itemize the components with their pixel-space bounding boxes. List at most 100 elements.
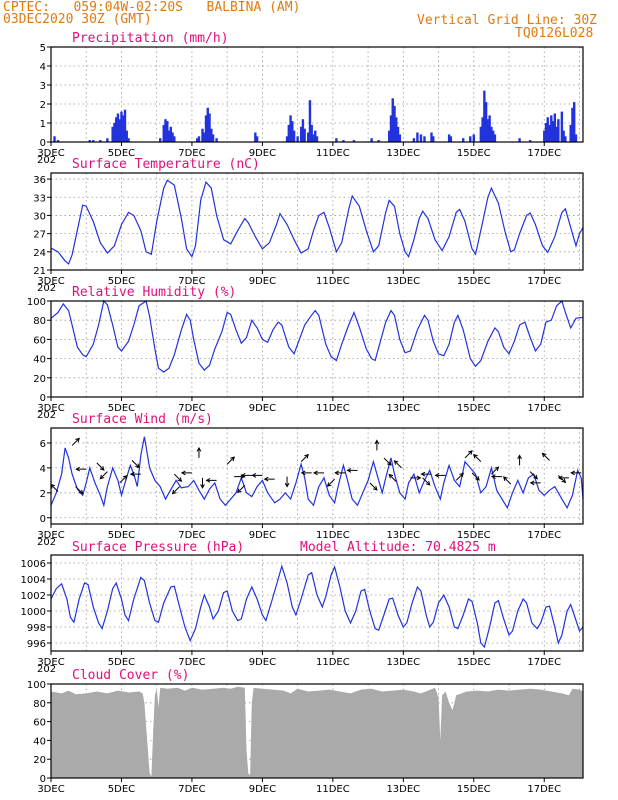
header-model-code: TQ0126L028: [515, 26, 594, 41]
rh-xtick-label: 11DEC: [316, 403, 350, 414]
wind-arrow-head: [99, 474, 105, 480]
cloud-ytick-label: 20: [33, 755, 46, 766]
press-annotation: Model Altitude: 70.4825 m: [300, 540, 496, 555]
precip-bar: [490, 126, 493, 142]
wind-arrow-head: [284, 482, 290, 488]
precip-bar: [370, 138, 373, 142]
precip-bar: [488, 115, 491, 142]
wind-arrow-head: [494, 466, 500, 472]
precip-bar: [254, 132, 257, 142]
wind-xtick-label: 13DEC: [386, 530, 420, 541]
rh-xtick-label: 15DEC: [457, 403, 491, 414]
rh-ytick-label: 0: [40, 393, 46, 404]
wind-arrow-head: [196, 446, 202, 452]
precip-title: Precipitation (mm/h): [72, 31, 229, 46]
precip-bar: [555, 126, 558, 142]
wind-arrow-head: [78, 489, 84, 495]
precip-xtick-label: 17DEC: [527, 148, 561, 159]
precip-bar: [569, 124, 572, 142]
rh-line: [50, 299, 584, 373]
precip-bar: [303, 128, 306, 142]
precip-xtick-label: 15DEC: [457, 148, 491, 159]
press-xtick-label: 3DEC: [37, 657, 64, 668]
wind-arrow-head: [502, 476, 508, 482]
precip-bar: [551, 121, 555, 142]
precip-year-label: 202: [37, 155, 56, 166]
precip-bar: [210, 128, 213, 142]
precip-bar: [528, 140, 532, 142]
wind-arrow-head: [541, 452, 547, 458]
temp-xtick-label: 17DEC: [527, 276, 561, 287]
wind-xtick-label: 11DEC: [316, 530, 350, 541]
wind-arrow: [422, 477, 431, 486]
cloud-ytick-label: 100: [27, 680, 46, 691]
wind-arrow: [369, 482, 378, 491]
wind-arrow-head: [434, 473, 440, 478]
precip-ytick-label: 0: [40, 138, 46, 149]
wind-arrow-head: [517, 454, 522, 460]
precip-bar: [469, 136, 472, 142]
press-ytick-label: 998: [27, 623, 46, 634]
temp-ytick-label: 24: [33, 248, 46, 259]
press-xtick-label: 15DEC: [457, 657, 491, 668]
temp-ytick-label: 33: [33, 193, 46, 204]
precip-bar: [398, 134, 401, 142]
temp-xtick-label: 5DEC: [108, 276, 135, 287]
rh-xtick-label: 7DEC: [178, 403, 205, 414]
press-year-label: 202: [37, 664, 56, 675]
precip-bar: [491, 130, 495, 142]
precip-bar: [518, 138, 521, 142]
cloud-xtick-label: 17DEC: [527, 784, 561, 795]
precip-bar: [419, 134, 423, 142]
precip-bar: [571, 107, 574, 142]
wind-arrow: [491, 466, 499, 475]
temp-panel: [47, 172, 584, 274]
wind-arrow-head: [263, 476, 269, 482]
wind-arrow-head: [205, 478, 211, 483]
wind-arrow-head: [346, 468, 352, 473]
wind-arrow: [71, 438, 80, 446]
precip-ytick-label: 4: [40, 62, 46, 73]
wind-arrow-head: [240, 473, 246, 478]
wind-arrow: [237, 484, 246, 493]
rh-ytick-label: 40: [33, 355, 46, 366]
wind-arrow: [529, 471, 538, 480]
wind-arrow-head: [334, 470, 339, 476]
wind-arrow-head: [251, 473, 257, 478]
precip-bar: [197, 136, 201, 142]
precip-ytick-label: 2: [40, 100, 46, 111]
wind-xtick-label: 5DEC: [108, 530, 135, 541]
precip-bar: [92, 140, 95, 142]
precip-bar: [215, 138, 218, 142]
temp-ytick-label: 30: [33, 211, 46, 222]
cloud-panel: [47, 683, 584, 782]
wind-arrow-head: [459, 472, 464, 478]
cloud-xtick-label: 13DEC: [386, 784, 420, 795]
rh-xtick-label: 17DEC: [527, 403, 561, 414]
press-xtick-label: 9DEC: [249, 657, 276, 668]
press-xtick-label: 17DEC: [527, 657, 561, 668]
precip-bar: [486, 119, 490, 142]
cloud-title: Cloud Cover (%): [72, 668, 189, 683]
wind-arrow-head: [388, 473, 394, 479]
rh-frame: [50, 300, 584, 398]
rh-xtick-label: 9DEC: [249, 403, 276, 414]
precip-bar: [564, 136, 567, 142]
precip-bar: [114, 117, 118, 142]
precip-bar: [206, 107, 209, 142]
precip-bar: [391, 98, 394, 142]
precip-bar: [432, 136, 435, 142]
wind-arrow-head: [313, 470, 318, 476]
precip-xtick-label: 11DEC: [316, 148, 350, 159]
precip-bar: [312, 134, 315, 142]
wind-xtick-label: 3DEC: [37, 530, 64, 541]
cloud-xtick-label: 9DEC: [249, 784, 276, 795]
precip-bar: [116, 113, 120, 142]
temp-xtick-label: 13DEC: [386, 276, 420, 287]
cloud-ytick-label: 80: [33, 699, 46, 710]
precip-bar: [572, 102, 576, 142]
cloud-xtick-label: 11DEC: [316, 784, 350, 795]
precip-bar: [550, 115, 553, 142]
cloud-ytick-label: 0: [40, 774, 46, 785]
wind-arrow-head: [570, 470, 575, 476]
